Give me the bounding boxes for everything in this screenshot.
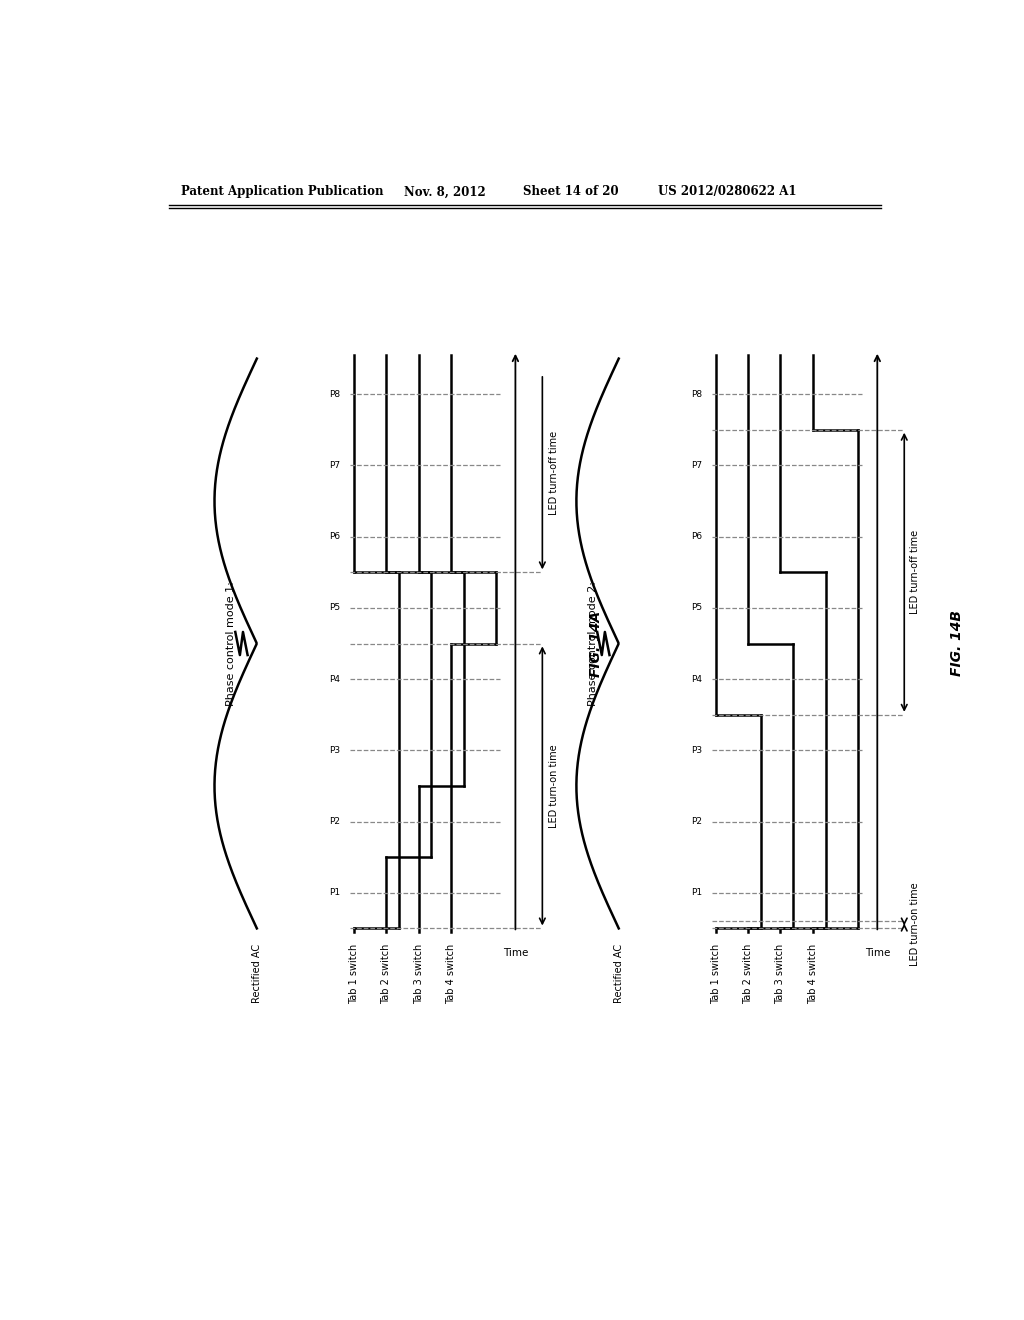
Text: Tab 3 switch: Tab 3 switch [775,944,785,1005]
Text: P5: P5 [329,603,340,612]
Text: LED turn-on time: LED turn-on time [910,883,921,966]
Text: Tab 3 switch: Tab 3 switch [414,944,424,1005]
Text: Tab 2 switch: Tab 2 switch [743,944,753,1005]
Text: LED turn-off time: LED turn-off time [549,432,558,515]
Text: Rectified AC: Rectified AC [252,944,262,1003]
Text: P6: P6 [691,532,701,541]
Text: Tab 4 switch: Tab 4 switch [445,944,456,1005]
Text: LED turn-on time: LED turn-on time [549,744,558,828]
Text: Rectified AC: Rectified AC [613,944,624,1003]
Text: P8: P8 [691,389,701,399]
Text: P6: P6 [329,532,340,541]
Text: Tab 2 switch: Tab 2 switch [381,944,391,1005]
Text: Tab 1 switch: Tab 1 switch [711,944,721,1005]
Text: US 2012/0280622 A1: US 2012/0280622 A1 [658,185,797,198]
Text: P5: P5 [691,603,701,612]
Text: P7: P7 [691,461,701,470]
Text: Patent Application Publication: Patent Application Publication [180,185,383,198]
Text: Tab 4 switch: Tab 4 switch [808,944,818,1005]
Text: Time: Time [864,948,890,957]
Text: P7: P7 [329,461,340,470]
Text: P2: P2 [691,817,701,826]
Text: LED turn-off time: LED turn-off time [910,531,921,614]
Text: Sheet 14 of 20: Sheet 14 of 20 [523,185,618,198]
Text: P1: P1 [691,888,701,898]
Text: P1: P1 [329,888,340,898]
Text: P2: P2 [329,817,340,826]
Text: Tab 1 switch: Tab 1 switch [349,944,358,1005]
Text: Nov. 8, 2012: Nov. 8, 2012 [403,185,485,198]
Text: P3: P3 [691,746,701,755]
Text: P3: P3 [329,746,340,755]
Text: FIG. 14B: FIG. 14B [950,610,965,676]
Text: P8: P8 [329,389,340,399]
Text: Time: Time [503,948,528,957]
Text: Phase control mode 1:: Phase control mode 1: [225,581,236,706]
Text: P4: P4 [691,675,701,684]
Text: Phase control mode 2:: Phase control mode 2: [588,581,598,706]
Text: P4: P4 [329,675,340,684]
Text: FIG. 14A: FIG. 14A [589,610,602,677]
